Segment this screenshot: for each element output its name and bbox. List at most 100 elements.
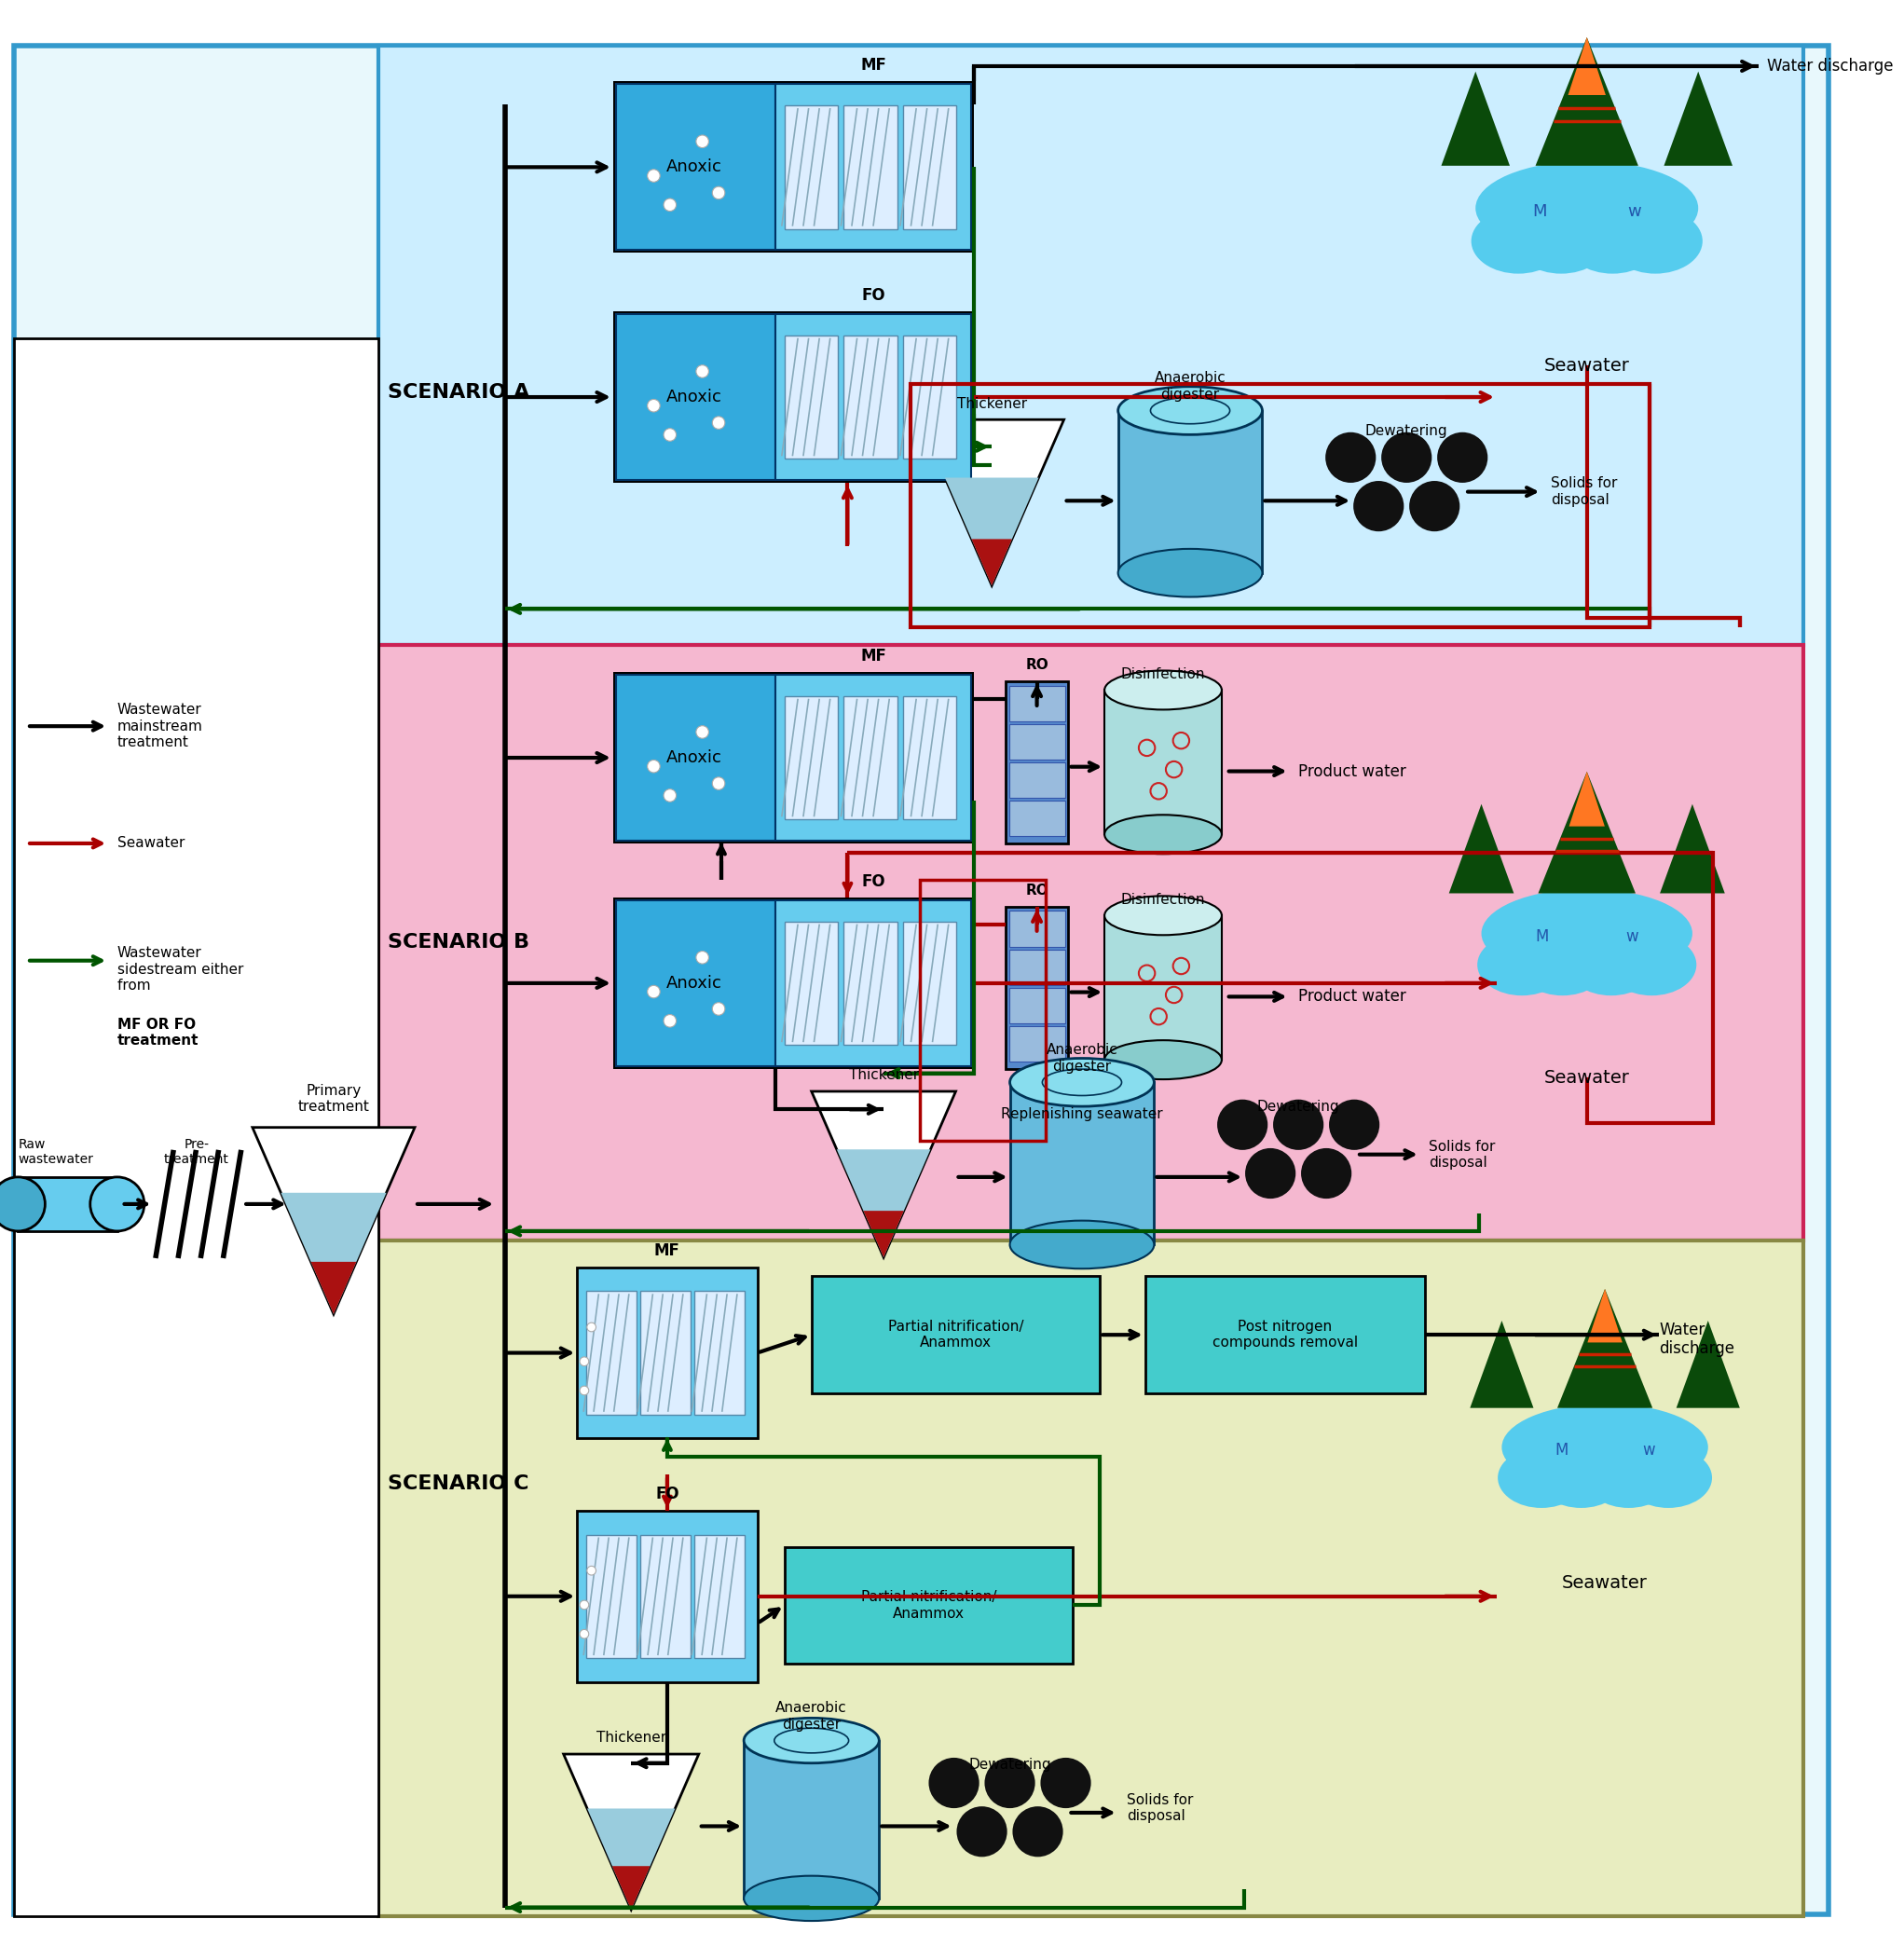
Ellipse shape <box>1104 1041 1222 1080</box>
Bar <box>695 1292 744 1415</box>
Ellipse shape <box>712 1004 725 1015</box>
Ellipse shape <box>664 429 676 441</box>
Bar <box>784 1546 1074 1664</box>
Bar <box>1009 723 1064 760</box>
Text: FO: FO <box>655 1486 680 1503</box>
Bar <box>1009 1025 1064 1062</box>
Text: FO: FO <box>861 286 885 304</box>
Bar <box>775 84 971 251</box>
Bar <box>775 900 971 1066</box>
Ellipse shape <box>1274 1100 1323 1151</box>
Text: M: M <box>1554 1443 1569 1458</box>
Bar <box>744 1740 880 1899</box>
Ellipse shape <box>1300 1149 1352 1200</box>
Ellipse shape <box>1245 1149 1295 1200</box>
Bar <box>615 900 775 1066</box>
Text: Seawater: Seawater <box>118 837 185 851</box>
Ellipse shape <box>1514 208 1609 274</box>
Text: SCENARIO C: SCENARIO C <box>388 1474 529 1494</box>
Bar <box>613 82 973 253</box>
Ellipse shape <box>586 1566 596 1576</box>
Ellipse shape <box>1624 1448 1712 1507</box>
Ellipse shape <box>1567 933 1656 996</box>
Ellipse shape <box>579 1629 588 1639</box>
Ellipse shape <box>956 1807 1007 1856</box>
Text: w: w <box>1628 204 1641 220</box>
Polygon shape <box>1676 1321 1740 1407</box>
Bar <box>920 880 1045 1141</box>
Bar <box>1118 410 1262 572</box>
Bar <box>784 106 838 229</box>
Text: Anoxic: Anoxic <box>666 749 722 766</box>
Bar <box>910 384 1651 627</box>
Bar <box>1009 911 1064 947</box>
Ellipse shape <box>579 1356 588 1366</box>
Bar <box>1009 800 1064 837</box>
Bar <box>615 84 775 251</box>
Bar <box>811 1276 1101 1394</box>
Ellipse shape <box>1537 1448 1624 1507</box>
Ellipse shape <box>1104 815 1222 855</box>
Ellipse shape <box>647 760 661 772</box>
Text: Seawater: Seawater <box>1544 1068 1630 1086</box>
Bar <box>1005 907 1068 1068</box>
Bar <box>902 335 956 459</box>
Polygon shape <box>282 1194 387 1313</box>
Text: Raw
wastewater: Raw wastewater <box>17 1139 93 1166</box>
Ellipse shape <box>929 1758 979 1809</box>
Ellipse shape <box>1380 433 1432 482</box>
Bar <box>1104 915 1222 1060</box>
Bar <box>640 1292 691 1415</box>
Polygon shape <box>1470 1321 1533 1407</box>
Text: Wastewater
sidestream either
from: Wastewater sidestream either from <box>118 947 244 994</box>
Polygon shape <box>811 1092 956 1256</box>
Bar <box>577 1511 758 1682</box>
Text: MF: MF <box>655 1243 680 1260</box>
Ellipse shape <box>1565 208 1660 274</box>
Text: Anoxic: Anoxic <box>666 974 722 992</box>
Bar <box>784 335 838 459</box>
Text: Post nitrogen
compounds removal: Post nitrogen compounds removal <box>1213 1319 1358 1350</box>
Text: Partial nitrification/
Anammox: Partial nitrification/ Anammox <box>861 1590 996 1621</box>
Bar <box>775 674 971 841</box>
Text: Anoxic: Anoxic <box>666 159 722 176</box>
Bar <box>1104 690 1222 835</box>
Polygon shape <box>586 1809 676 1909</box>
Bar <box>902 921 956 1045</box>
Bar <box>17 1178 118 1231</box>
Text: RO: RO <box>1026 659 1049 672</box>
Text: MF OR FO
treatment: MF OR FO treatment <box>118 1017 198 1049</box>
Ellipse shape <box>1104 896 1222 935</box>
Bar <box>1009 988 1064 1023</box>
Ellipse shape <box>89 1178 145 1231</box>
Text: Anoxic: Anoxic <box>666 388 722 406</box>
Text: Disinfection: Disinfection <box>1121 892 1205 907</box>
Polygon shape <box>863 1211 904 1256</box>
Text: Thickener: Thickener <box>596 1731 666 1744</box>
Bar <box>586 1292 636 1415</box>
Bar <box>615 674 775 841</box>
Ellipse shape <box>647 986 661 998</box>
Ellipse shape <box>1040 1758 1091 1809</box>
Text: Anaerobic
digester: Anaerobic digester <box>775 1701 847 1731</box>
Ellipse shape <box>712 416 725 429</box>
Ellipse shape <box>1481 888 1693 978</box>
Bar <box>1009 762 1064 798</box>
Text: Anaerobic
digester: Anaerobic digester <box>1045 1043 1118 1074</box>
Text: Thickener: Thickener <box>849 1068 918 1082</box>
Bar <box>586 1535 636 1658</box>
Ellipse shape <box>1502 1403 1708 1492</box>
Ellipse shape <box>1498 1448 1584 1507</box>
Ellipse shape <box>697 725 708 739</box>
Bar <box>615 314 775 480</box>
Polygon shape <box>1449 804 1514 894</box>
Bar <box>379 45 1803 645</box>
Text: Solids for
disposal: Solids for disposal <box>1430 1139 1497 1170</box>
Ellipse shape <box>579 1386 588 1396</box>
Ellipse shape <box>697 135 708 147</box>
Ellipse shape <box>984 1758 1036 1809</box>
Text: M: M <box>1533 204 1546 220</box>
Text: Water discharge: Water discharge <box>1767 57 1893 74</box>
Ellipse shape <box>1329 1100 1380 1151</box>
Text: RO: RO <box>1026 884 1049 898</box>
